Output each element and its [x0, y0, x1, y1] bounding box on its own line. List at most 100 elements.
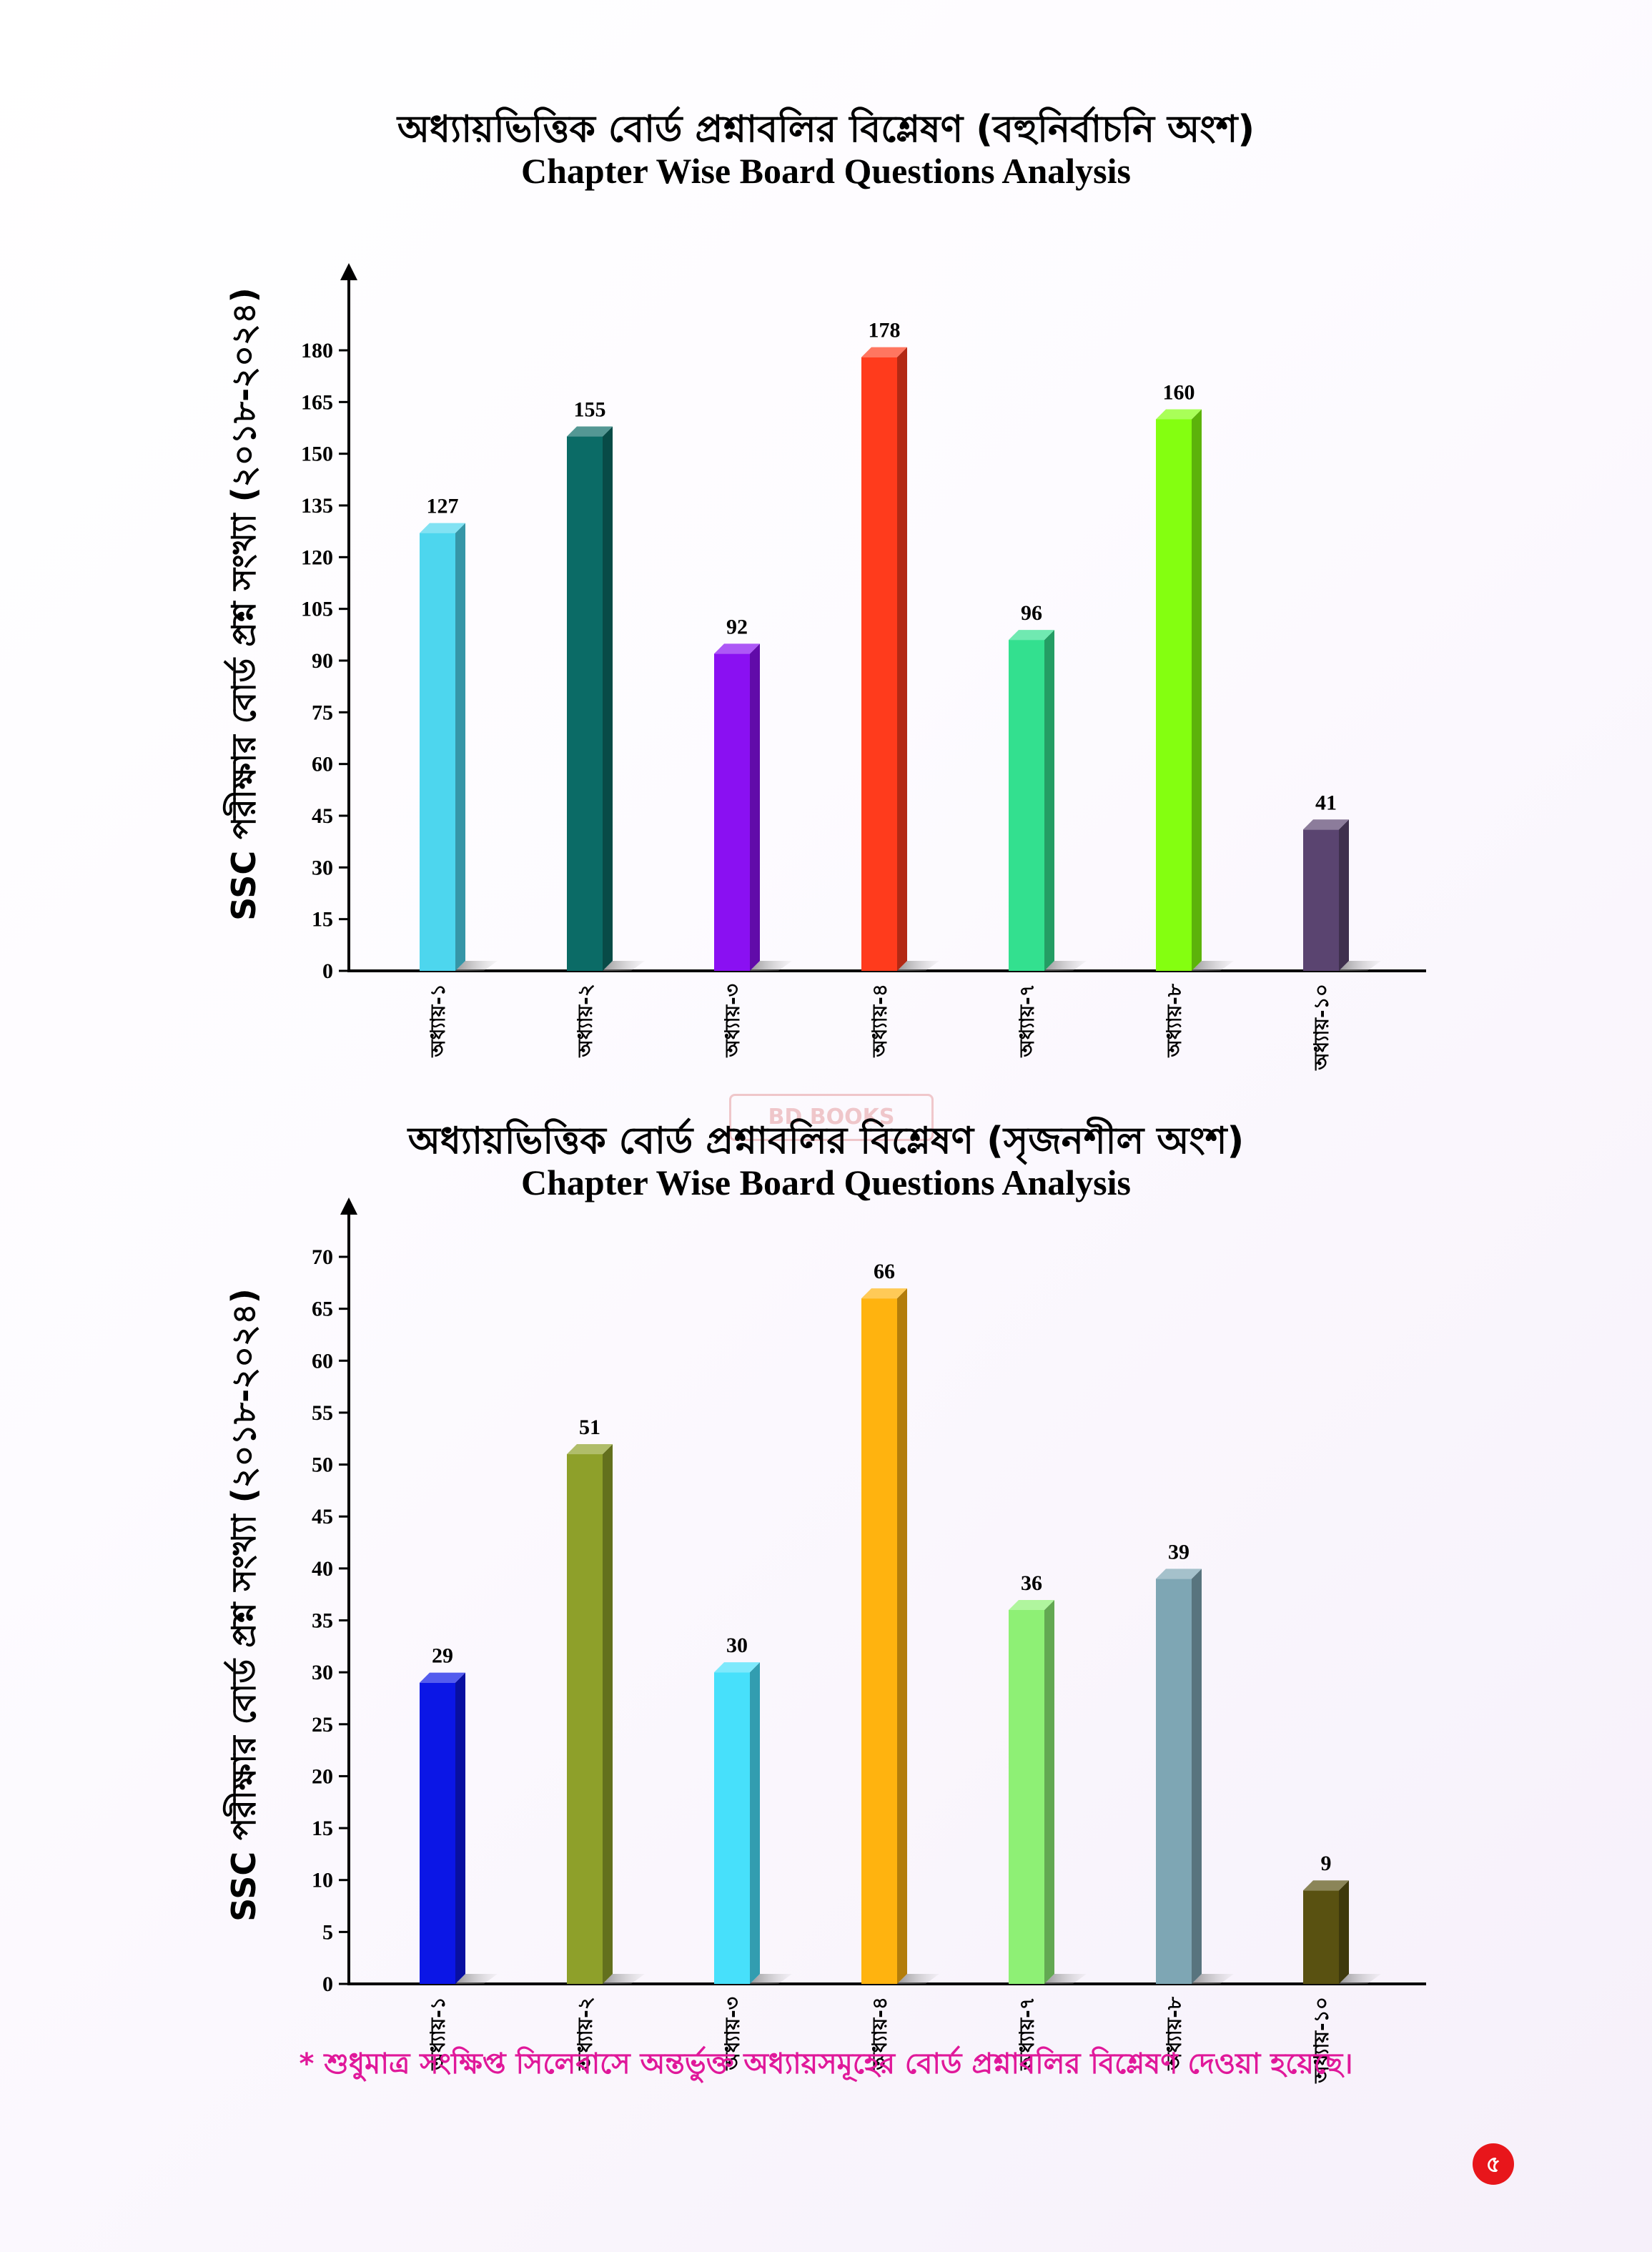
bar-top [420, 1672, 465, 1683]
data-label: 39 [1168, 1540, 1189, 1564]
y-axis-arrow [340, 263, 357, 280]
y-tick-label: 105 [301, 598, 333, 621]
chart-plot: 0 15 30 45 60 75 90 105 120 135 150 165 180 127 অধ্যায… [301, 263, 1426, 1071]
bar-shadow [750, 961, 792, 971]
bar-top [1303, 819, 1349, 830]
bar [1303, 1890, 1339, 1984]
bar-side [897, 1288, 907, 1984]
y-tick-label: 70 [312, 1245, 333, 1269]
data-label: 160 [1163, 380, 1195, 404]
bar [861, 1298, 897, 1984]
data-label: 9 [1321, 1852, 1332, 1875]
data-label: 178 [869, 319, 901, 342]
bar [1156, 419, 1192, 971]
bar-top [861, 1288, 907, 1299]
data-label: 30 [726, 1634, 748, 1657]
chart-plot: 0 5 10 15 20 25 30 35 40 45 50 55 60 65 70 29 অধ্যায়-১ 5… [312, 1197, 1426, 2084]
bar-side [897, 347, 907, 972]
x-tick-label: অধ্যায়-৪ [868, 1997, 891, 2070]
y-tick-label: 5 [322, 1920, 333, 1944]
bar [861, 357, 897, 972]
bar-shadow [1339, 961, 1381, 971]
bar-top [1156, 1569, 1202, 1579]
bar-top [714, 1662, 760, 1673]
bar-side [1044, 1599, 1054, 1984]
y-tick-label: 150 [301, 443, 333, 466]
data-label: 41 [1315, 791, 1337, 814]
x-tick-label: অধ্যায়-৩ [721, 984, 744, 1058]
bar [1009, 1609, 1044, 1984]
bar-side [1192, 1569, 1202, 1984]
y-axis-label: SSC পরীক্ষার বোর্ড প্রশ্ন সংখ্যা (২০১৮-২… [224, 1288, 263, 1922]
x-tick-label: অধ্যায়-১০ [1310, 1997, 1333, 2084]
y-tick-label: 20 [312, 1764, 333, 1788]
bar-top [567, 426, 613, 437]
bar [714, 1672, 750, 1984]
chart-title: অধ্যায়ভিত্তিক বোর্ড প্রশ্নাবলির বিশ্লেষ… [407, 1120, 1245, 1162]
x-tick-label: অধ্যায়-৪ [868, 984, 891, 1057]
data-label: 51 [579, 1416, 600, 1439]
x-tick-label: অধ্যায়-২ [573, 984, 597, 1058]
bar-shadow [750, 1974, 792, 1984]
data-label: 29 [432, 1644, 453, 1668]
y-tick-label: 15 [312, 908, 333, 932]
y-tick-label: 55 [312, 1401, 333, 1425]
y-tick-label: 10 [312, 1869, 333, 1892]
data-label: 66 [874, 1260, 895, 1283]
footnote: * শুধুমাত্র সংক্ষিপ্ত সিলেবাসে অন্তর্ভুক… [299, 2048, 1353, 2080]
bar-top [861, 347, 907, 357]
x-tick-label: অধ্যায়-৮ [1162, 983, 1186, 1057]
bar [714, 653, 750, 971]
y-tick-label: 45 [312, 804, 333, 828]
bar [1009, 640, 1044, 971]
bar-side [1339, 1880, 1349, 1984]
y-tick-label: 45 [312, 1505, 333, 1529]
y-tick-label: 120 [301, 545, 333, 569]
bar-side [455, 1672, 465, 1984]
bar-shadow [603, 1974, 645, 1984]
chart-subtitle: Chapter Wise Board Questions Analysis [521, 1162, 1131, 1202]
bar-side [750, 643, 760, 971]
x-tick-label: অধ্যায়-১ [426, 984, 450, 1057]
bar-shadow [455, 961, 498, 971]
chart-subtitle: Chapter Wise Board Questions Analysis [521, 151, 1131, 191]
creative-chart: অধ্যায়ভিত্তিক বোর্ড প্রশ্নাবলির বিশ্লেষ… [0, 1112, 1652, 2148]
bar [420, 1682, 455, 1984]
data-label: 36 [1021, 1571, 1042, 1595]
x-tick-label: অধ্যায়-২ [573, 1997, 597, 2071]
chart-title: অধ্যায়ভিত্তিক বোর্ড প্রশ্নাবলির বিশ্লেষ… [397, 108, 1255, 151]
y-tick-label: 35 [312, 1609, 333, 1633]
bar-top [1303, 1880, 1349, 1891]
y-tick-label: 15 [312, 1817, 333, 1840]
bar-top [714, 643, 760, 654]
watermark-logo: BD BOOKS [729, 1094, 934, 1141]
x-tick-label: অধ্যায়-৩ [721, 1997, 744, 2071]
x-tick-label: অধ্যায়-১ [426, 1997, 450, 2070]
bar-shadow [1339, 1974, 1381, 1984]
page-number: ৫ [1473, 2143, 1514, 2185]
y-tick-label: 0 [322, 959, 333, 983]
y-tick-label: 90 [312, 649, 333, 673]
data-label: 127 [427, 495, 459, 518]
y-tick-label: 30 [312, 1661, 333, 1684]
bar-shadow [455, 1974, 498, 1984]
bar-top [567, 1444, 613, 1455]
bar-side [603, 1444, 613, 1984]
bar-top [420, 523, 465, 533]
x-tick-label: অধ্যায়-৭ [1015, 984, 1039, 1058]
bar [1156, 1579, 1192, 1984]
bar-shadow [897, 1974, 939, 1984]
bar-shadow [897, 961, 939, 971]
y-tick-label: 25 [312, 1713, 333, 1737]
bar-shadow [1192, 1974, 1234, 1984]
bar-side [455, 523, 465, 971]
y-tick-label: 65 [312, 1298, 333, 1321]
x-tick-label: অধ্যায়-৭ [1015, 1997, 1039, 2071]
y-axis-arrow [340, 1197, 357, 1215]
y-tick-label: 165 [301, 390, 333, 414]
bar-side [603, 426, 613, 971]
x-tick-label: অধ্যায়-১০ [1310, 984, 1333, 1071]
x-tick-label: অধ্যায়-৮ [1162, 1996, 1186, 2070]
bar [420, 533, 455, 971]
y-tick-label: 135 [301, 494, 333, 518]
